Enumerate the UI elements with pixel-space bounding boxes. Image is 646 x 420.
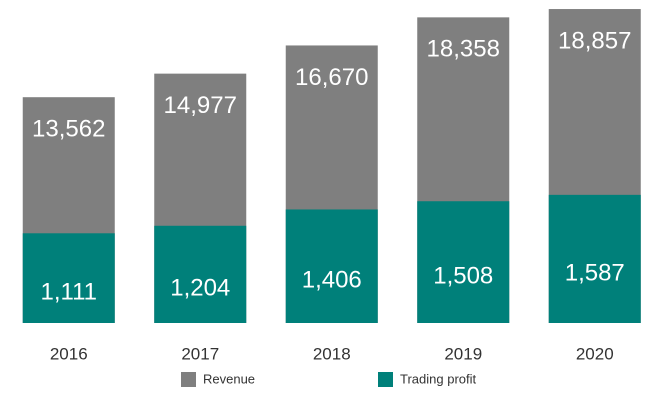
data-label: 1,406 — [302, 267, 362, 294]
bar — [548, 194, 641, 323]
bar — [154, 225, 247, 323]
data-label: 1,508 — [433, 262, 493, 289]
x-tick-label: 2020 — [576, 344, 614, 363]
data-label: 18,857 — [558, 27, 631, 54]
data-label: 1,204 — [170, 275, 230, 302]
data-label: 14,977 — [164, 92, 237, 119]
legend-label: Revenue — [203, 371, 255, 386]
legend-swatch — [378, 372, 393, 387]
x-tick-label: 2019 — [444, 344, 482, 363]
bar — [22, 233, 115, 323]
x-tick-label: 2018 — [313, 344, 351, 363]
legend-label: Trading profit — [400, 371, 476, 386]
bar — [285, 209, 378, 323]
x-tick-label: 2017 — [181, 344, 219, 363]
x-tick-label: 2016 — [50, 344, 88, 363]
data-label: 16,670 — [295, 64, 368, 91]
legend-swatch — [181, 372, 196, 387]
data-label: 18,358 — [427, 36, 500, 63]
data-label: 13,562 — [32, 116, 105, 143]
bar — [417, 201, 510, 323]
data-label: 1,587 — [565, 259, 625, 286]
data-label: 1,111 — [41, 278, 98, 305]
